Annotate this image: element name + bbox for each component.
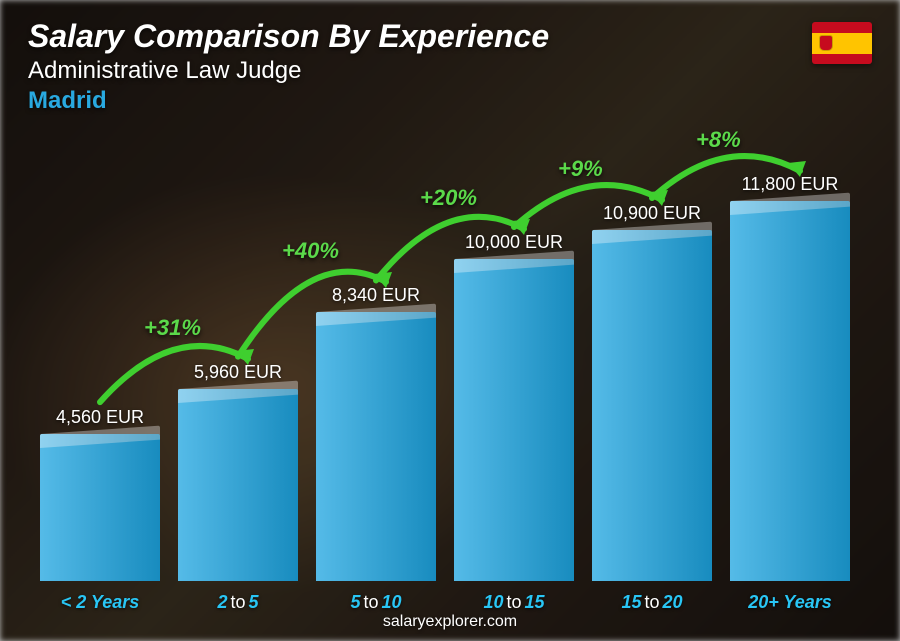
increase-percent-label: +31% bbox=[144, 315, 201, 341]
increase-percent-label: +20% bbox=[420, 185, 477, 211]
bar-wrap: 4,560 EUR< 2 Years bbox=[40, 111, 160, 581]
bar bbox=[592, 230, 712, 581]
chart-subtitle: Administrative Law Judge bbox=[28, 57, 549, 85]
flag-stripe-top bbox=[812, 22, 872, 33]
bar bbox=[178, 389, 298, 581]
footer-attribution: salaryexplorer.com bbox=[0, 613, 900, 631]
bar-value-label: 10,000 EUR bbox=[465, 232, 563, 253]
title-block: Salary Comparison By Experience Administ… bbox=[28, 18, 549, 115]
bar bbox=[454, 259, 574, 581]
bar-chart: 4,560 EUR< 2 Years5,960 EUR2to58,340 EUR… bbox=[40, 111, 850, 581]
bar-wrap: 8,340 EUR5to10 bbox=[316, 111, 436, 581]
increase-percent-label: +8% bbox=[696, 127, 741, 153]
bar-category-label: 15to20 bbox=[621, 592, 682, 613]
bar-category-label: 20+ Years bbox=[748, 592, 832, 613]
flag-stripe-bottom bbox=[812, 54, 872, 65]
spain-flag-icon bbox=[812, 22, 872, 64]
bar bbox=[730, 201, 850, 581]
bar-category-label: 10to15 bbox=[483, 592, 544, 613]
chart-title: Salary Comparison By Experience bbox=[28, 18, 549, 55]
bar-wrap: 10,000 EUR10to15 bbox=[454, 111, 574, 581]
bar-value-label: 8,340 EUR bbox=[332, 285, 420, 306]
bar bbox=[316, 312, 436, 581]
flag-crest-icon bbox=[820, 36, 832, 50]
bar-wrap: 11,800 EUR20+ Years bbox=[730, 111, 850, 581]
bar-wrap: 5,960 EUR2to5 bbox=[178, 111, 298, 581]
increase-percent-label: +40% bbox=[282, 238, 339, 264]
increase-percent-label: +9% bbox=[558, 156, 603, 182]
bar bbox=[40, 434, 160, 581]
bar-value-label: 10,900 EUR bbox=[603, 203, 701, 224]
bar-category-label: < 2 Years bbox=[61, 592, 140, 613]
bar-wrap: 10,900 EUR15to20 bbox=[592, 111, 712, 581]
flag-stripe-mid bbox=[812, 33, 872, 54]
bar-value-label: 4,560 EUR bbox=[56, 407, 144, 428]
bar-category-label: 2to5 bbox=[217, 592, 258, 613]
bar-value-label: 11,800 EUR bbox=[742, 174, 839, 195]
bar-value-label: 5,960 EUR bbox=[194, 362, 282, 383]
content-area: Salary Comparison By Experience Administ… bbox=[0, 0, 900, 641]
bar-category-label: 5to10 bbox=[350, 592, 401, 613]
